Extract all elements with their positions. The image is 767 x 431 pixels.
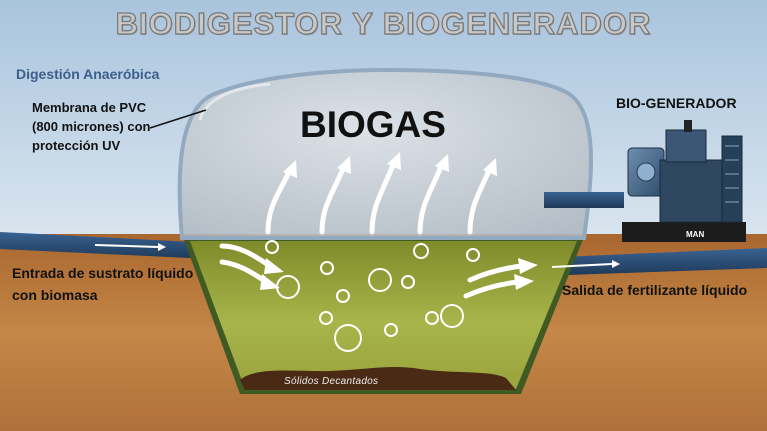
upward-curved-arrow-icon (319, 163, 347, 235)
bubble-icon (265, 240, 279, 254)
pvc-dome (177, 67, 593, 240)
solids-label: Sólidos Decantados (284, 376, 379, 387)
bubble-icon (319, 311, 333, 325)
upward-curved-arrow-icon (369, 159, 397, 235)
page-title: BIODIGESTOR Y BIOGENERADOR (115, 5, 652, 41)
outlet-flow-heads (514, 258, 538, 290)
membrane-label: Membrana de PVC (800 micrones) con prote… (32, 98, 182, 155)
right-arrow-icon (612, 260, 620, 268)
inlet-flow-heads (260, 258, 284, 290)
bubble-icon (401, 275, 415, 289)
outlet-flow-arrows (463, 263, 525, 299)
inlet-label-line: con biomasa (12, 287, 98, 303)
bubbles (265, 240, 480, 352)
dome-highlight (198, 82, 271, 121)
bubble-icon (368, 268, 392, 292)
gas-flow-arrows (265, 159, 493, 235)
membrane-label-line: (800 micrones) con (32, 119, 151, 134)
inlet-label-line: Entrada de sustrato líquido (12, 265, 194, 281)
generator-label: BIO-GENERADOR (616, 95, 737, 111)
membrane-pointer (149, 109, 207, 129)
right-arrow-icon (158, 243, 166, 251)
gas-arrow-heads (283, 152, 497, 178)
bubble-icon (466, 248, 480, 262)
biogas-label: BIOGAS (300, 104, 446, 145)
bubble-icon (384, 323, 398, 337)
upward-curved-arrow-icon (467, 165, 493, 235)
generator-icon: MAN (622, 120, 746, 242)
bubble-icon (336, 289, 350, 303)
bubble-icon (440, 304, 464, 328)
bubble-icon (334, 324, 362, 352)
outlet-pipe (538, 248, 767, 276)
inlet-label: Entrada de sustrato líquido con biomasa (12, 262, 212, 306)
gas-pipe (544, 192, 624, 208)
membrane-label-line: protección UV (32, 138, 121, 153)
bubble-icon (413, 243, 429, 259)
bubble-icon (425, 311, 439, 325)
bubble-icon (320, 261, 334, 275)
generator-brand: MAN (686, 230, 704, 239)
upward-curved-arrow-icon (265, 167, 293, 235)
subtitle: Digestión Anaeróbica (16, 66, 160, 82)
membrane-label-line: Membrana de PVC (32, 100, 147, 115)
bubble-icon (276, 275, 300, 299)
upward-curved-arrow-icon (417, 161, 445, 235)
outlet-label: Salida de fertilizante líquido (562, 282, 748, 298)
sediment-layer (240, 367, 516, 390)
